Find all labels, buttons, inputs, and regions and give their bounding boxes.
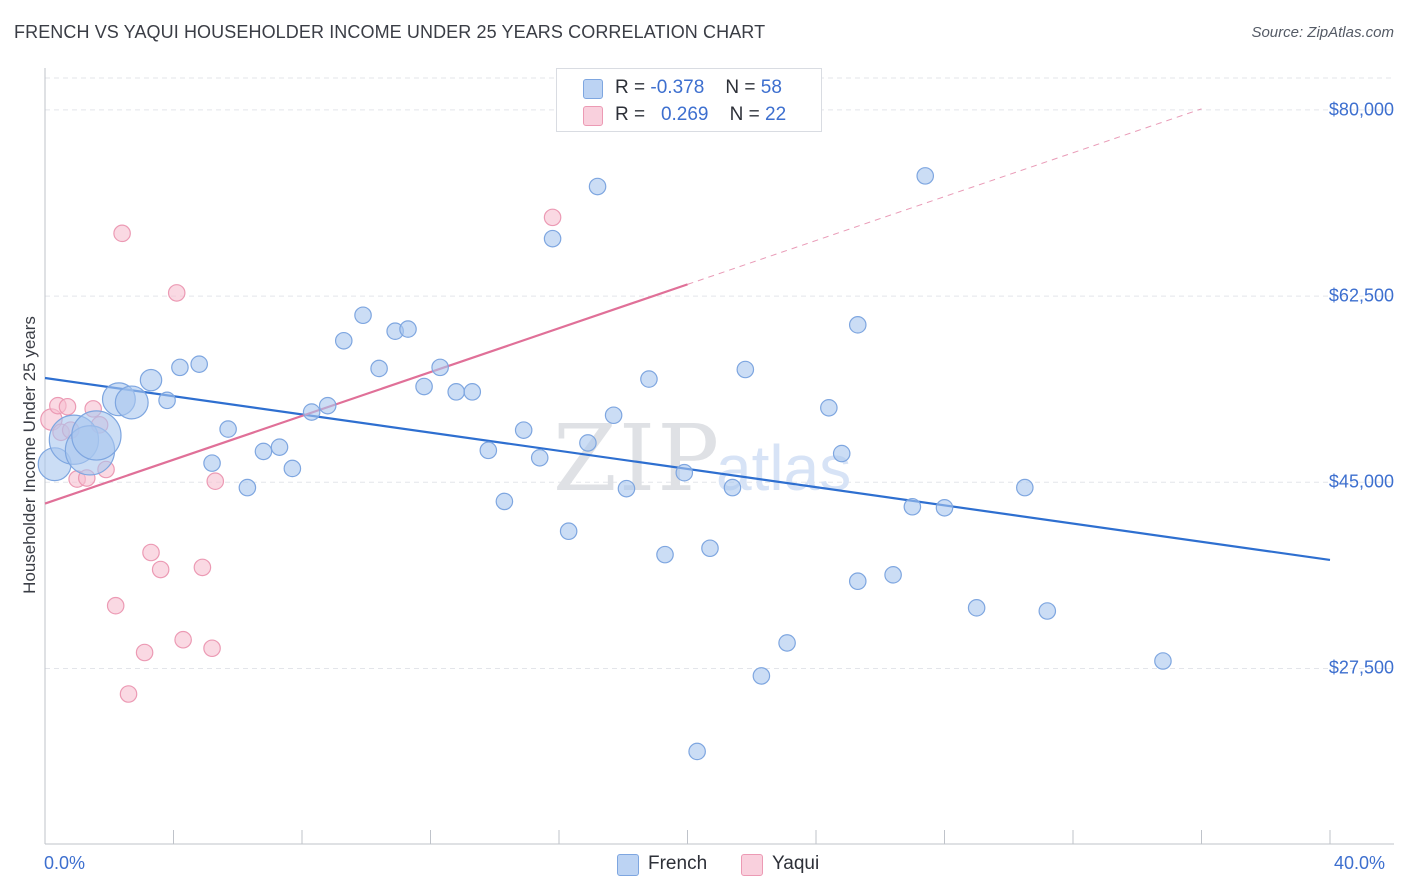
french-point [431,358,449,377]
yaqui-point [106,596,125,615]
french-point [415,377,433,396]
french-point [238,478,257,497]
yaqui-point [206,472,225,491]
french-point [656,545,674,564]
french-legend-label: French [648,853,708,874]
french-point [495,492,514,511]
yaqui-trend-line [44,283,688,505]
french-point [916,167,935,185]
yaqui-swatch [583,106,603,126]
french-point [848,316,867,334]
y-tick-label: $27,500 [1328,657,1394,678]
legend-n-value: 22 [765,104,787,125]
french-point [514,421,533,439]
y-tick-label: $62,500 [1328,285,1394,306]
french-point [736,360,755,379]
yaqui-point [151,560,170,579]
french-point [370,359,388,378]
french-point [463,383,482,401]
french-point [302,403,321,421]
french-point [270,438,289,456]
yaqui-legend-label: Yaqui [772,853,820,874]
french-point [71,410,122,461]
french-point [588,177,607,196]
french-point [318,396,337,415]
french-point [701,539,719,558]
french-point [820,399,838,417]
french-point [903,497,922,516]
yaqui-trend-line-extension [687,108,1202,285]
legend-n-label: N = [729,104,760,125]
gridlines [45,77,1394,669]
y-tick-label: $80,000 [1328,99,1394,120]
legend-n-value: 58 [760,77,782,98]
french-point [139,368,163,392]
legend-n-label: N = [725,77,756,98]
french-point [530,449,549,467]
yaqui-point [135,643,154,662]
french-point [219,420,237,438]
legend-r-label: R = [615,104,646,125]
french-point [617,479,636,498]
french-point [283,459,302,478]
french-point [848,572,867,591]
french-point [688,742,706,761]
french-point [675,463,694,482]
french-point [203,454,221,472]
french-point [884,566,902,584]
yaqui-point [113,224,131,243]
french-point [559,522,578,541]
french-point [543,229,562,248]
french-swatch [617,854,639,876]
french-point [967,599,986,617]
y-tick-label: $45,000 [1328,471,1394,492]
yaqui-point [543,208,562,227]
legend-r-value: 0.269 [660,104,709,125]
yaqui-point [167,284,186,302]
french-point [447,383,465,401]
french-point [935,499,954,517]
french-point [190,355,208,373]
french-point [171,358,189,377]
stats-legend: R = -0.378 N = 58 R = 0.269 N = 22 [556,68,822,132]
yaqui-point [203,639,221,658]
french-point [579,434,597,452]
yaqui-point [174,630,192,649]
yaqui-point [58,397,77,416]
french-point [1016,478,1034,497]
french-point [832,444,851,463]
french-point [778,634,796,652]
french-point [399,320,417,338]
data-points [37,167,1172,761]
french-swatch [583,79,603,99]
legend-r-value: -0.378 [650,77,705,98]
watermark-zip: ZIP [553,405,721,512]
legend-r-label: R = [615,77,646,98]
french-point [479,441,498,460]
x-tick-label-min: 0.0% [44,853,86,873]
yaqui-point [193,558,212,577]
source-label: Source: ZipAtlas.com [1251,24,1394,41]
french-point [354,306,372,325]
french-point [334,331,353,350]
french-point [114,385,149,420]
x-tick-label-max: 40.0% [1334,853,1386,873]
chart-title: FRENCH VS YAQUI HOUSEHOLDER INCOME UNDER… [14,22,766,42]
french-point [640,370,658,388]
yaqui-swatch [741,854,763,876]
yaqui-point [119,685,138,703]
french-point [1038,602,1057,620]
french-point [604,406,623,425]
french-point [723,478,742,497]
french-point [158,391,176,410]
yaqui-point [142,543,160,562]
french-point [254,442,273,461]
french-point [752,667,771,685]
french-point [1154,652,1172,670]
